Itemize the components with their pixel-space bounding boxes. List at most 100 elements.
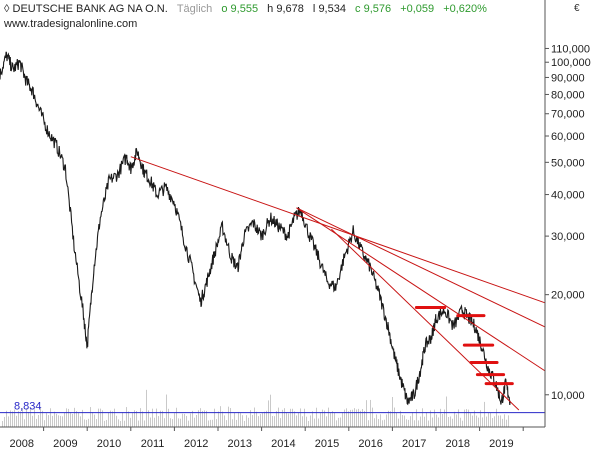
volume-bar <box>202 410 203 427</box>
volume-bar <box>2 420 3 427</box>
volume-bar <box>428 420 429 427</box>
y-tick-label: 60,000 <box>551 131 585 143</box>
volume-bar <box>108 412 109 427</box>
volume-bar <box>420 416 421 427</box>
y-tick-label: 110,000 <box>551 43 590 55</box>
volume-bar <box>384 419 385 427</box>
x-tick-label: 2008 <box>10 438 34 450</box>
volume-bar <box>346 408 347 427</box>
volume-bar <box>344 409 345 427</box>
volume-bar <box>168 408 169 427</box>
volume-bar <box>90 407 91 427</box>
volume-bar <box>326 416 327 427</box>
volume-bar <box>348 411 349 427</box>
volume-bar <box>66 408 67 427</box>
volume-bar <box>224 415 225 427</box>
volume-bar <box>84 419 85 427</box>
volume-bar <box>374 418 375 427</box>
volume-bar <box>270 394 271 427</box>
volume-bar <box>330 412 331 427</box>
volume-bar <box>48 415 49 427</box>
volume-bar <box>88 418 89 427</box>
volume-bar <box>300 408 301 427</box>
volume-bar <box>80 416 81 427</box>
volume-bar <box>234 412 235 427</box>
price-series <box>0 51 511 406</box>
volume-bar <box>116 415 117 427</box>
y-tick-label: 50,000 <box>551 157 585 169</box>
y-tick-label: 90,000 <box>551 72 585 84</box>
volume-bar <box>76 411 77 427</box>
volume-bar <box>38 415 39 427</box>
volume-bar <box>468 409 469 427</box>
volume-bar <box>142 411 143 427</box>
open-value: 9,555 <box>230 3 259 15</box>
resistance-marks <box>414 305 514 386</box>
volume-bar <box>364 410 365 427</box>
x-tick-label: 2016 <box>358 438 382 450</box>
volume-bar <box>264 411 265 427</box>
diamond-chevron-icon[interactable]: ◊ <box>4 3 10 15</box>
volume-bar <box>404 415 405 427</box>
volume-bar <box>390 411 391 427</box>
volume-bar <box>136 411 137 427</box>
chart-header: ◊ DEUTSCHE BANK AG NA O.N. Täglich o 9,5… <box>4 3 487 15</box>
volume-bar <box>304 408 305 427</box>
volume-bar <box>130 417 131 427</box>
y-tick-label: 20,000 <box>551 290 585 302</box>
trend-lines <box>130 156 546 411</box>
volume-bar <box>314 418 315 427</box>
volume-bar <box>486 416 487 427</box>
volume-bar <box>220 406 221 427</box>
volume-bar <box>8 416 9 427</box>
volume-bar <box>464 409 465 427</box>
volume-bar <box>250 410 251 427</box>
low-label: l <box>312 3 316 15</box>
volume-bar <box>358 408 359 427</box>
y-tick-label: 100,000 <box>551 57 591 69</box>
support-line: 8,834 <box>0 401 545 414</box>
volume-bar <box>236 419 237 427</box>
volume-bar <box>508 415 509 427</box>
volume-bar <box>470 413 471 427</box>
volume-bar <box>452 418 453 427</box>
period-label[interactable]: Täglich <box>176 3 213 15</box>
volume-bar <box>368 420 369 427</box>
change-value: +0,059 <box>400 3 435 15</box>
volume-bar <box>60 415 61 427</box>
x-tick-label: 2015 <box>315 438 339 450</box>
volume-bar <box>32 415 33 427</box>
volume-bar <box>104 420 105 427</box>
volume-bar <box>120 420 121 427</box>
volume-bar <box>458 409 459 427</box>
x-tick-label: 2018 <box>446 438 470 450</box>
x-tick-label: 2019 <box>489 438 513 450</box>
volume-bar <box>154 417 155 427</box>
volume-bar <box>478 417 479 427</box>
volume-bar <box>140 408 141 427</box>
volume-bar <box>320 412 321 427</box>
volume-bar <box>24 419 25 427</box>
volume-bar <box>290 408 291 427</box>
volume-bar <box>54 411 55 427</box>
volume-bar <box>174 413 175 427</box>
volume-bar <box>46 413 47 427</box>
volume-bar <box>408 419 409 427</box>
volume-bar <box>324 410 325 427</box>
volume-bar <box>372 407 373 427</box>
volume-bar <box>322 409 323 427</box>
volume-bar <box>292 408 293 427</box>
volume-bar <box>82 409 83 427</box>
volume-bar <box>206 410 207 427</box>
volume-bar <box>164 418 165 427</box>
volume-bar <box>456 414 457 427</box>
x-tick-label: 2014 <box>271 438 295 450</box>
volume-bar <box>30 408 31 427</box>
volume-bar <box>284 408 285 427</box>
volume-bar <box>500 415 501 427</box>
volume-bar <box>166 394 167 427</box>
volume-bar <box>14 409 15 427</box>
volume-bar <box>98 408 99 427</box>
